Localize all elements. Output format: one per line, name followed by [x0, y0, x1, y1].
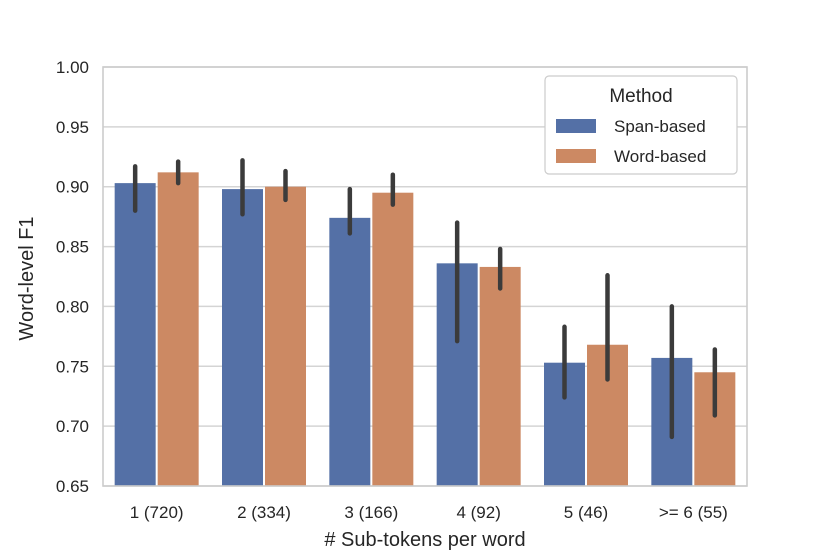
y-tick-label: 0.85 — [56, 238, 89, 257]
x-tick-label: 4 (92) — [456, 503, 500, 522]
plot-frame — [102, 66, 748, 487]
bar-word-based-3 — [479, 266, 521, 486]
y-tick-labels: 0.65 0.70 0.75 0.80 0.85 0.90 0.95 1.00 — [56, 58, 89, 496]
x-tick-labels: 1 (720) 2 (334) 3 (166) 4 (92) 5 (46) >= 6 (5… — [130, 503, 728, 522]
y-tick-label: 0.70 — [56, 417, 89, 436]
y-tick-label: 0.75 — [56, 357, 89, 376]
x-tick-label: 3 (166) — [344, 503, 398, 522]
bar-word-based-2 — [372, 192, 414, 486]
x-axis-label: # Sub-tokens per word — [324, 529, 525, 551]
legend-title: Method — [609, 86, 672, 107]
x-tick-label: 2 (334) — [237, 503, 291, 522]
gridlines — [103, 66, 747, 487]
x-tick-label: 1 (720) — [130, 503, 184, 522]
legend-swatch-word-based — [556, 149, 596, 163]
y-axis-label: Word-level F1 — [16, 216, 38, 340]
error-bars — [132, 158, 718, 440]
legend-label: Word-based — [614, 147, 706, 166]
legend-label: Span-based — [614, 117, 706, 136]
bar-word-based-0 — [157, 172, 199, 486]
legend-items: Span-based Word-based — [556, 117, 706, 166]
y-tick-label: 0.90 — [56, 178, 89, 197]
y-tick-label: 0.95 — [56, 118, 89, 137]
y-tick-label: 0.65 — [56, 477, 89, 496]
bar-span-based-2 — [329, 217, 371, 486]
legend: Method Span-based Word-based — [544, 75, 738, 175]
x-tick-label: >= 6 (55) — [659, 503, 728, 522]
legend-swatch-span-based — [556, 119, 596, 133]
y-tick-label: 1.00 — [56, 58, 89, 77]
bar-span-based-1 — [222, 189, 263, 486]
bar-span-based-0 — [114, 183, 156, 486]
bars — [114, 172, 736, 486]
x-tick-label: 5 (46) — [564, 503, 608, 522]
bar-word-based-1 — [265, 186, 306, 486]
y-tick-label: 0.80 — [56, 297, 89, 316]
